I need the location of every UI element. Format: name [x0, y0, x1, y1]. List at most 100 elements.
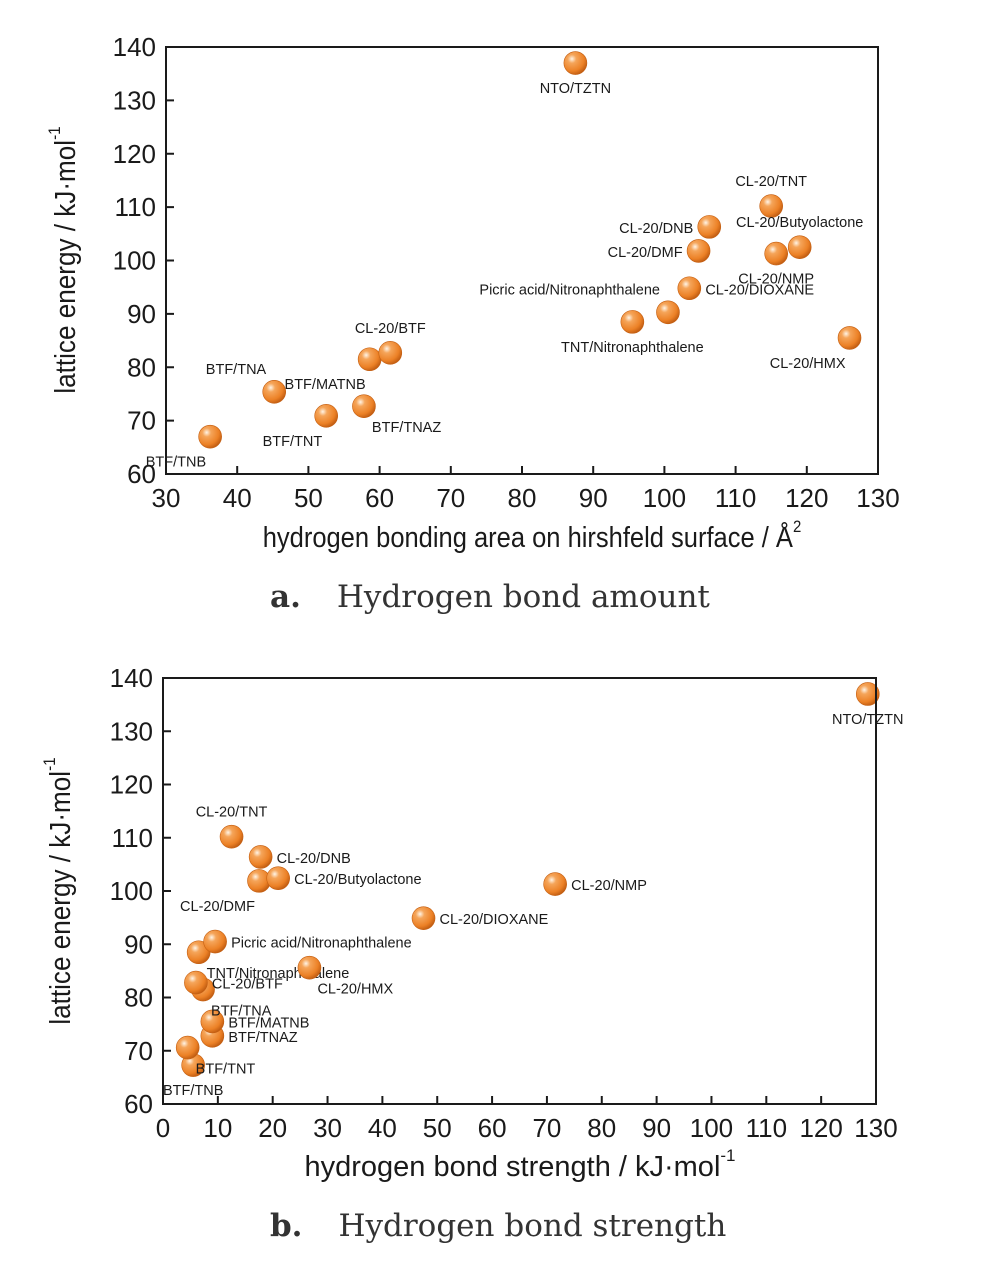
panel-a-point-label: CL-20/TNT [735, 174, 807, 190]
panel-b-x-tick-label: 110 [746, 1113, 787, 1143]
panel-a-data-point [787, 235, 812, 259]
panel-a-x-tick-label: 130 [856, 483, 899, 513]
panel-a-x-tick-label: 50 [294, 483, 323, 513]
panel-b-point-label: TNT/Nitronaphthalene [207, 966, 350, 982]
panel-b-point-label: CL-20/DMF [180, 899, 255, 915]
panel-b-data-point [266, 866, 290, 891]
panel-b-point-label: CL-20/BTF [212, 977, 283, 993]
panel-b-y-tick-label: 130 [110, 716, 153, 746]
panel-a-y-tick-label: 90 [127, 299, 156, 329]
panel-b-x-tick-label: 130 [854, 1113, 897, 1143]
panel-a-y-tick-label: 130 [113, 85, 156, 115]
panel-b-point-label: CL-20/DNB [277, 851, 351, 867]
panel-b-y-tick-label: 120 [110, 770, 153, 800]
panel-a-caption: a. Hydrogen bond amount [270, 579, 710, 615]
panel-b-point-label: CL-20/DIOXANE [440, 912, 549, 928]
panel-b-x-tick-label: 100 [690, 1113, 733, 1143]
panel-a-y-tick-label: 120 [113, 139, 156, 169]
panel-a-data-point [262, 380, 287, 404]
panel-b-y-tick-label: 80 [124, 983, 153, 1013]
panel-b-x-tick-label: 90 [642, 1113, 671, 1143]
panel-b-x-tick-label: 0 [156, 1113, 170, 1143]
panel-b-y-tick-label: 90 [124, 929, 153, 959]
panel-a-data-point [620, 310, 645, 334]
panel-b-plot-frame [162, 677, 877, 1105]
panel-a-plot-frame [165, 46, 879, 475]
panel-a-point-label: BTF/TNA [206, 362, 267, 378]
panel-b-x-tick-label: 80 [587, 1113, 616, 1143]
panel-b-point-label: BTF/TNA [211, 1004, 272, 1020]
panel-a-point-label: CL-20/DNB [619, 221, 693, 237]
panel-a-y-tick-label: 110 [115, 192, 156, 222]
panel-b-y-tick-label: 140 [110, 663, 153, 693]
panel-b-data-point [200, 1009, 225, 1034]
panel-a-point-label: CL-20/DIOXANE [705, 282, 814, 298]
panel-b-x-tick-label: 30 [313, 1113, 342, 1143]
panel-a-x-tick-label: 100 [643, 483, 686, 513]
panel-a-x-tick-label: 70 [436, 483, 465, 513]
panel-a-point-label: CL-20/NMP [738, 272, 814, 288]
panel-b-x-tick-label: 40 [368, 1113, 397, 1143]
panel-a-data-point [656, 300, 680, 325]
panel-a-x-tick-label: 120 [785, 483, 828, 513]
panel-b-point-label: BTF/TNT [196, 1062, 256, 1078]
panel-b-point-label: NTO/TZTN [832, 712, 903, 728]
panel-a-point-label: BTF/TNB [146, 455, 206, 471]
panel-b-data-point [175, 1035, 200, 1060]
panel-a-point-label: CL-20/BTF [355, 321, 426, 337]
panel-a-data-point [697, 215, 722, 239]
panel-b-data-point [248, 845, 273, 869]
panel-a-data-point [314, 404, 339, 428]
panel-a-data-point [357, 347, 382, 372]
panel-a-data-point [686, 239, 711, 263]
panel-a-x-tick-label: 110 [715, 483, 756, 513]
panel-b-y-tick-label: 110 [112, 823, 153, 853]
panel-a-data-point [198, 424, 222, 449]
panel-a-point-label: CL-20/DMF [608, 245, 683, 261]
panel-a-x-tick-label: 30 [152, 483, 181, 513]
panel-a-point-label: CL-20/Butyolactone [736, 215, 863, 231]
panel-b-x-tick-label: 120 [799, 1113, 842, 1143]
panel-b-point-label: BTF/MATNB [228, 1015, 309, 1031]
panel-b-data-point [297, 955, 322, 980]
panel-b-x-tick-label: 20 [258, 1113, 287, 1143]
panel-b-data-point [543, 872, 567, 896]
panel-a-point-label: TNT/Nitronaphthalene [561, 340, 704, 356]
panel-a-data-point [837, 326, 862, 350]
panel-a-point-label: NTO/TZTN [540, 81, 611, 97]
panel-a-data-point [563, 51, 588, 75]
panel-a-x-tick-label: 60 [365, 483, 394, 513]
panel-a-point-label: Picric acid/Nitronaphthalene [479, 282, 660, 298]
panel-b-data-point [203, 929, 227, 954]
panel-a-y-tick-label: 70 [127, 406, 156, 436]
panel-a-y-tick-label: 140 [113, 32, 156, 62]
panel-b-point-label: Picric acid/Nitronaphthalene [231, 936, 412, 952]
panel-b-y-tick-label: 100 [110, 876, 153, 906]
panel-a-y-axis-label: lattice energy / kJ·mol-1 [45, 126, 81, 393]
panel-a-data-point [759, 194, 784, 218]
panel-a-y-tick-label: 100 [113, 246, 156, 276]
panel-b-x-tick-label: 50 [423, 1113, 452, 1143]
panel-a-points: BTF/TNB BTF/TNA BTF/TNT BTF/TNAZ BTF/MATNB CL… [146, 51, 863, 471]
panel-b-y-tick-label: 70 [124, 1036, 153, 1066]
panel-a-point-label: BTF/MATNB [285, 377, 366, 393]
panel-b-y-tick-label: 60 [124, 1089, 153, 1119]
panel-a-x-tick-label: 40 [223, 483, 252, 513]
panel-b-data-point [219, 824, 244, 849]
panel-a-data-point [352, 394, 376, 419]
panel-b-x-tick-label: 70 [532, 1113, 561, 1143]
panel-a-data-point [378, 341, 403, 365]
panel-b-point-label: CL-20/TNT [196, 805, 268, 821]
panel-a-data-point [764, 241, 788, 266]
panel-b-y-axis-label: lattice energy / kJ·mol-1 [40, 757, 76, 1024]
panel-a-point-label: BTF/TNAZ [372, 420, 441, 436]
panel-a-x-tick-label: 80 [508, 483, 537, 513]
panel-a-y-tick-label: 80 [127, 352, 156, 382]
panel-a-data-point [677, 276, 702, 301]
panel-b-point-label: CL-20/Butyolactone [294, 872, 421, 888]
panel-a-point-label: BTF/TNT [263, 434, 323, 450]
panel-a-y-tick-label: 60 [127, 459, 156, 489]
panel-b-caption: b. Hydrogen bond strength [270, 1208, 726, 1244]
